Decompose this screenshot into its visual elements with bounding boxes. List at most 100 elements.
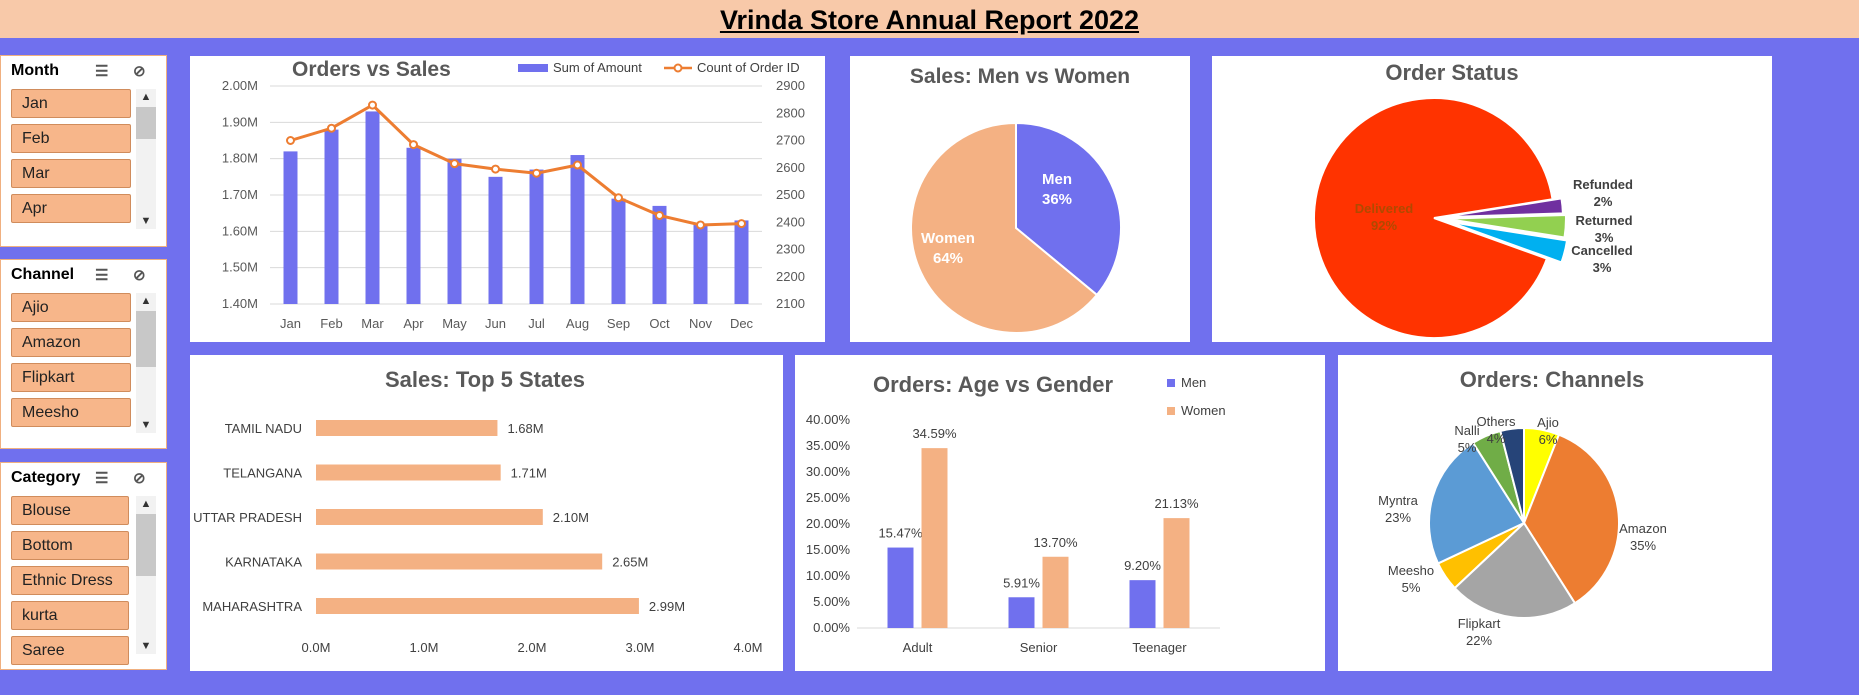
top-states-chart: Sales: Top 5 States TAMIL NADU 1.68M TELANG… <box>193 367 762 655</box>
pie-slice <box>1015 121 1122 297</box>
multi-select-icon[interactable]: ☰ <box>95 470 109 487</box>
series-line <box>290 103 742 227</box>
orders-vs-sales-chart: Orders vs Sales Sum of Amount Count of Ord… <box>222 58 805 331</box>
chart-title: Sales: Men vs Women <box>910 65 1130 88</box>
y-tick-label: 1.50M <box>222 260 258 275</box>
y-tick-label: 1.90M <box>222 114 258 129</box>
legend-swatch <box>518 64 548 72</box>
line-point <box>655 210 664 220</box>
slicer-item-month[interactable]: Jan <box>11 89 131 118</box>
chart-title: Orders: Age vs Gender <box>873 372 1113 397</box>
data-label: Others <box>1476 414 1516 429</box>
channel-scrollbar[interactable]: ▲ ▼ <box>136 293 156 433</box>
slicer-item-month[interactable]: Apr <box>11 194 131 223</box>
slicer-item-channel[interactable]: Amazon <box>11 328 131 357</box>
line-point <box>491 164 500 174</box>
line-point <box>450 159 459 169</box>
category-slicer[interactable]: Category ☰ ⊘ Blouse Bottom Ethnic Dress … <box>0 462 167 670</box>
scroll-down-icon[interactable]: ▼ <box>140 640 152 652</box>
y2-tick-label: 2900 <box>776 78 805 93</box>
data-label: Myntra <box>1378 493 1419 508</box>
top-states-panel: Sales: Top 5 States TAMIL NADU 1.68M TELANG… <box>190 355 783 671</box>
data-label: Cancelled <box>1571 243 1632 258</box>
x-tick-label: May <box>442 316 467 331</box>
men-vs-women-panel: Sales: Men vs Women Men 36% Women 64% <box>850 56 1190 342</box>
y2-tick-label: 2500 <box>776 187 805 202</box>
chart-title: Orders: Channels <box>1460 367 1645 392</box>
clear-filter-icon[interactable]: ⊘ <box>133 267 146 284</box>
data-label: 2.99M <box>649 599 685 614</box>
slicer-item-category[interactable]: Blouse <box>11 496 129 525</box>
y-tick-label: MAHARASHTRA <box>202 599 302 614</box>
y-tick-label: 20.00% <box>806 516 851 531</box>
data-label: Meesho <box>1388 563 1434 578</box>
y-tick-label: 25.00% <box>806 490 851 505</box>
slicer-item-category[interactable]: Saree <box>11 636 129 665</box>
y-tick-label: 40.00% <box>806 412 851 427</box>
slicer-item-month[interactable]: Feb <box>11 124 131 153</box>
scroll-thumb[interactable] <box>136 311 156 367</box>
multi-select-icon[interactable]: ☰ <box>95 267 109 284</box>
slicer-item-channel[interactable]: Flipkart <box>11 363 131 392</box>
bar <box>1163 518 1190 628</box>
channel-slicer[interactable]: Channel ☰ ⊘ Ajio Amazon Flipkart Meesho … <box>0 259 167 449</box>
x-tick-label: Aug <box>566 316 589 331</box>
y-tick-label: 15.00% <box>806 542 851 557</box>
data-label: 1.71M <box>511 466 547 481</box>
data-label: 64% <box>933 250 963 267</box>
bar <box>611 198 626 304</box>
data-label: Ajio <box>1537 415 1559 430</box>
line-point <box>696 220 705 230</box>
scroll-up-icon[interactable]: ▲ <box>140 295 152 307</box>
data-label: 92% <box>1371 218 1397 233</box>
y-tick-label: 2.00M <box>222 78 258 93</box>
category-scrollbar[interactable]: ▲ ▼ <box>136 496 156 654</box>
x-tick-label: Apr <box>403 316 424 331</box>
slicer-item-month[interactable]: Mar <box>11 159 131 188</box>
scroll-thumb[interactable] <box>136 107 156 139</box>
bar <box>316 553 603 570</box>
slicer-item-channel[interactable]: Ajio <box>11 293 131 322</box>
scroll-down-icon[interactable]: ▼ <box>140 215 152 227</box>
order-status-chart: Order Status Delivered 92% Refunded 2% Return… <box>1313 60 1633 339</box>
data-label: Returned <box>1575 213 1632 228</box>
data-label: 6% <box>1539 432 1558 447</box>
slicer-item-channel[interactable]: Meesho <box>11 398 131 427</box>
y2-tick-label: 2600 <box>776 160 805 175</box>
category-slicer-label: Category <box>11 469 81 486</box>
multi-select-icon[interactable]: ☰ <box>95 63 109 80</box>
slicer-item-category[interactable]: kurta <box>11 601 129 630</box>
clear-filter-icon[interactable]: ⊘ <box>133 470 146 487</box>
data-label: 2% <box>1594 194 1613 209</box>
y-tick-label: 10.00% <box>806 568 851 583</box>
data-label: 3% <box>1593 260 1612 275</box>
scroll-down-icon[interactable]: ▼ <box>140 419 152 431</box>
age-vs-gender-chart: Orders: Age vs Gender Men Women 0.00% 5.00% 1… <box>806 372 1226 655</box>
bar <box>1008 597 1035 628</box>
line-point <box>409 140 418 150</box>
y-tick-label: TELANGANA <box>223 466 302 481</box>
channels-panel: Orders: Channels Ajio 6% Amazon 35% Flipkart 2… <box>1338 355 1772 671</box>
slicer-item-category[interactable]: Bottom <box>11 531 129 560</box>
bar <box>324 129 339 304</box>
scroll-up-icon[interactable]: ▲ <box>140 91 152 103</box>
bar <box>529 169 544 304</box>
month-slicer[interactable]: Month ☰ ⊘ Jan Feb Mar Apr ▲ ▼ <box>0 55 167 247</box>
data-label: Refunded <box>1573 177 1633 192</box>
bar <box>316 464 501 481</box>
data-label: 34.59% <box>912 426 957 441</box>
data-label: Amazon <box>1619 521 1667 536</box>
scroll-up-icon[interactable]: ▲ <box>140 498 152 510</box>
clear-filter-icon[interactable]: ⊘ <box>133 63 146 80</box>
legend-swatch <box>1167 379 1175 387</box>
pie-slice <box>1499 426 1525 524</box>
scroll-thumb[interactable] <box>136 514 156 576</box>
slicer-item-category[interactable]: Ethnic Dress <box>11 566 129 595</box>
chart-title: Order Status <box>1385 60 1518 85</box>
bar <box>887 547 914 628</box>
month-scrollbar[interactable]: ▲ ▼ <box>136 89 156 229</box>
data-label: 5% <box>1402 580 1421 595</box>
x-tick-label: Teenager <box>1132 640 1187 655</box>
data-label: 5.91% <box>1003 575 1040 590</box>
y-tick-label: 1.60M <box>222 223 258 238</box>
